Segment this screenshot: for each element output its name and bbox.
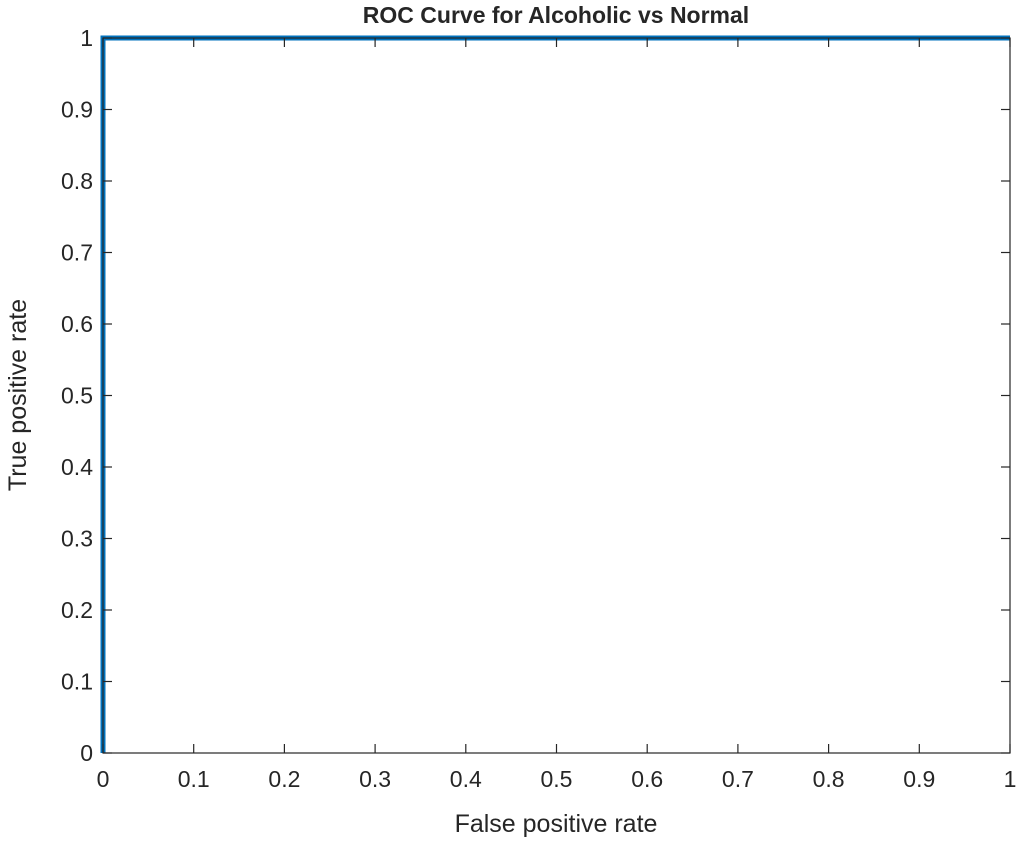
- x-axis-ticks: 0 0.1 0.2 0.3 0.4 0.5 0.6 0.7 0.8 0.9 1: [97, 38, 1017, 792]
- x-tick-label: 0.8: [813, 766, 845, 792]
- plot-area: [103, 38, 1010, 753]
- y-tick-label: 0.2: [61, 597, 93, 623]
- y-tick-label: 0.4: [61, 454, 93, 480]
- y-axis-ticks: 0 0.1 0.2 0.3 0.4 0.5 0.6 0.7 0.8 0.9 1: [61, 25, 1010, 766]
- x-tick-label: 0.3: [359, 766, 391, 792]
- x-axis-label: False positive rate: [455, 810, 658, 838]
- x-tick-label: 0.1: [178, 766, 210, 792]
- y-tick-label: 0.9: [61, 97, 93, 123]
- y-tick-label: 0.8: [61, 168, 93, 194]
- y-tick-label: 1: [80, 25, 93, 51]
- y-tick-label: 0.1: [61, 669, 93, 695]
- y-tick-label: 0.7: [61, 240, 93, 266]
- x-tick-label: 0: [97, 766, 110, 792]
- y-tick-label: 0.3: [61, 526, 93, 552]
- chart-title: ROC Curve for Alcoholic vs Normal: [363, 2, 749, 28]
- x-tick-label: 1: [1004, 766, 1017, 792]
- y-tick-label: 0.6: [61, 311, 93, 337]
- y-tick-label: 0.5: [61, 383, 93, 409]
- x-tick-label: 0.5: [541, 766, 573, 792]
- x-tick-label: 0.6: [631, 766, 663, 792]
- x-tick-label: 0.7: [722, 766, 754, 792]
- y-axis-label: True positive rate: [4, 299, 32, 491]
- y-tick-label: 0: [80, 740, 93, 766]
- x-tick-label: 0.9: [903, 766, 935, 792]
- x-tick-label: 0.4: [450, 766, 482, 792]
- x-tick-label: 0.2: [268, 766, 300, 792]
